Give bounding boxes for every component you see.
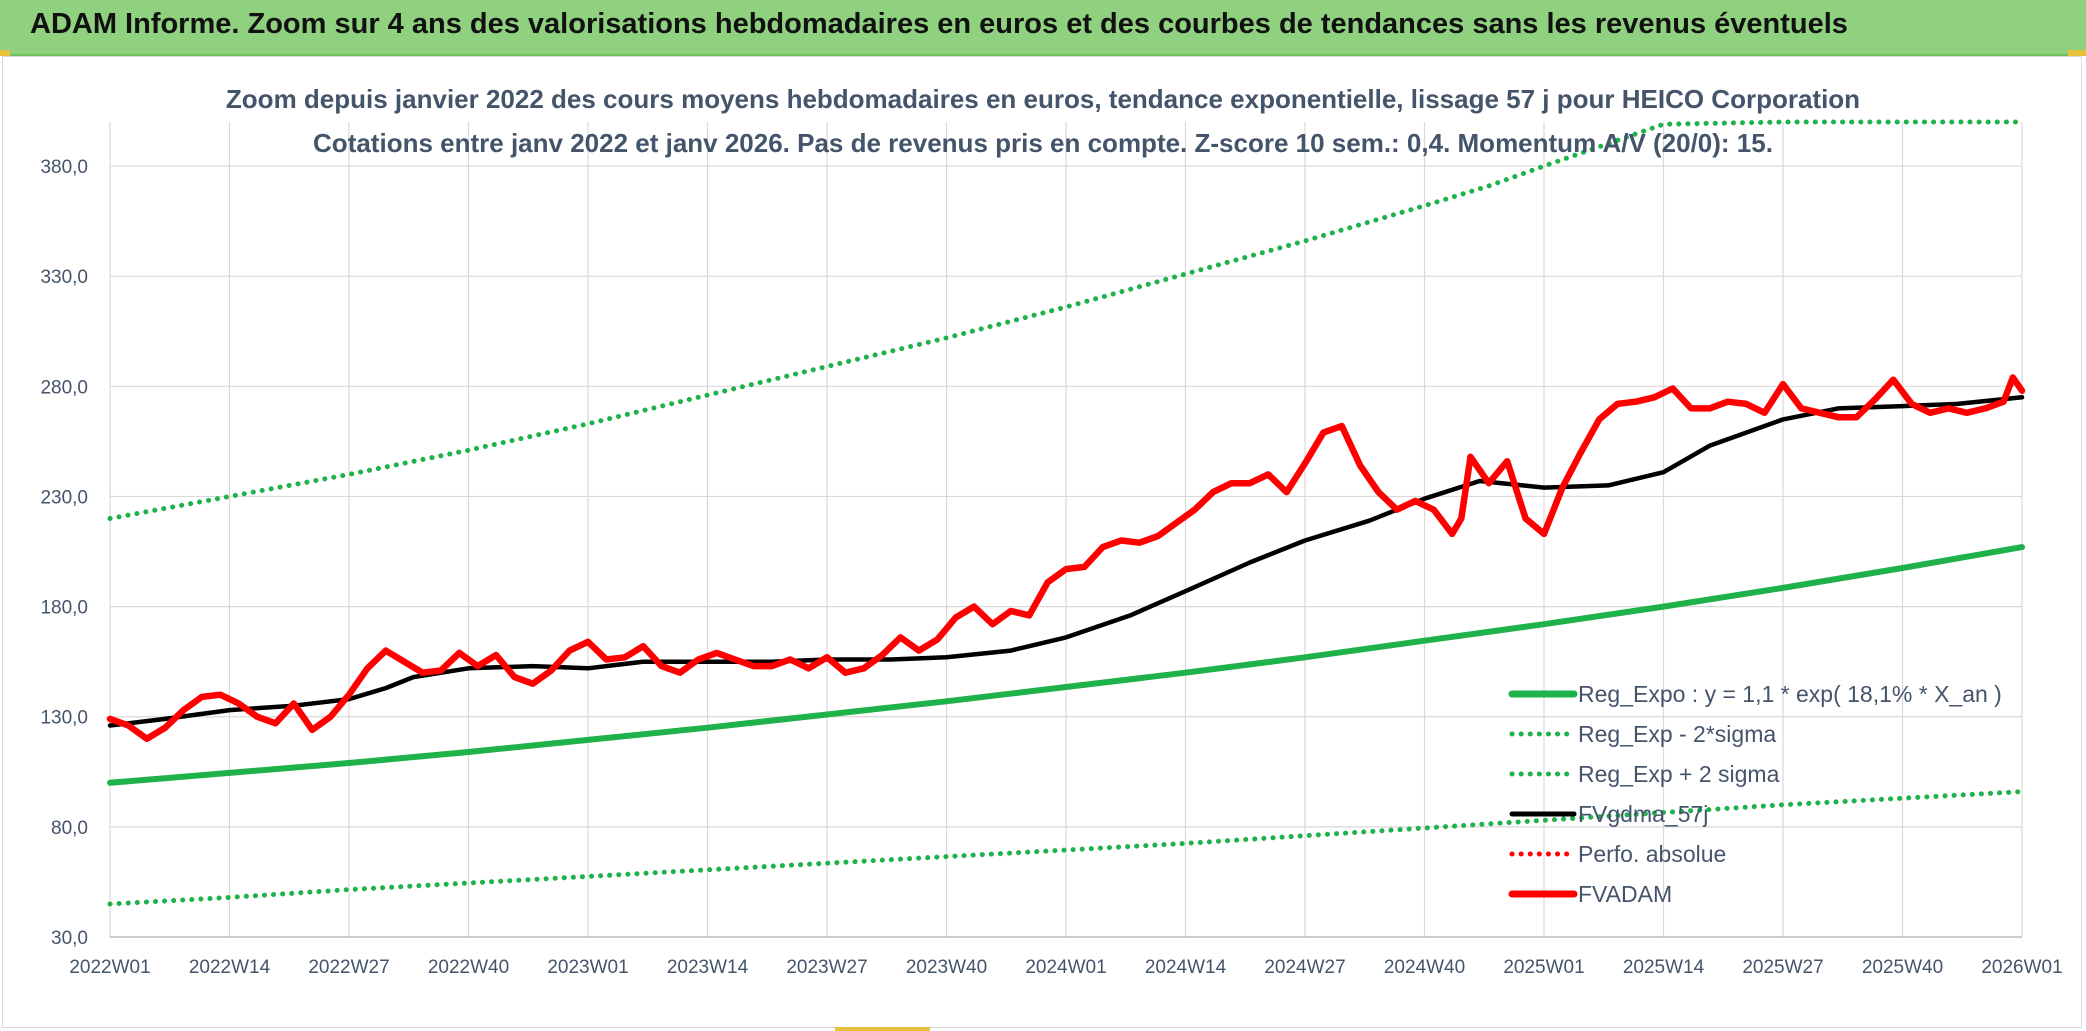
y-axis-ticks: 30,0 80,0 130,0 180,0 230,0 280,0 330,0 380,0 [40,157,88,949]
series-fvadam [106,374,2026,743]
chart-title-line2: Cotations entre janv 2022 et janv 2026. … [313,128,1773,158]
x-tick-label: 2026W01 [1981,957,2062,978]
x-tick-label: 2025W14 [1623,957,1705,978]
report-title: ADAM Informe. Zoom sur 4 ans des valoris… [30,8,1848,40]
x-tick-label: 2023W01 [547,957,628,978]
corner-mark-right [2068,50,2086,56]
legend-label-fvadam: FVADAM [1578,881,1672,907]
bottom-accent-bar [835,1027,930,1031]
series-reg-exp-minus-2sigma [107,789,2025,907]
y-tick-label: 380,0 [40,157,88,178]
x-tick-label: 2024W01 [1025,957,1106,978]
y-tick-label: 230,0 [40,487,88,508]
y-tick-label: 130,0 [40,708,88,729]
x-axis-ticks: 2022W01 2022W14 2022W27 2022W40 2023W01 2023W… [69,957,2062,978]
y-tick-label: 280,0 [40,377,88,398]
legend: Reg_Expo : y = 1,1 * exp( 18,1% * X_an )… [1508,681,2002,907]
y-tick-label: 330,0 [40,267,88,288]
x-tick-label: 2023W40 [906,957,987,978]
x-tick-label: 2024W27 [1264,957,1345,978]
x-tick-label: 2024W40 [1384,957,1465,978]
chart-frame [2,56,2082,1028]
y-tick-label: 30,0 [51,928,88,949]
x-tick-label: 2023W14 [667,957,749,978]
grid-layer [109,122,2023,938]
x-tick-label: 2023W27 [786,957,867,978]
x-tick-label: 2025W01 [1503,957,1584,978]
corner-mark-left [0,50,10,56]
legend-label-reg_plus: Reg_Exp + 2 sigma [1578,761,1780,787]
x-tick-label: 2022W14 [189,957,271,978]
y-tick-label: 80,0 [51,818,88,839]
legend-label-fvgdma: FVgdma_57j [1578,801,1708,827]
legend-label-reg_expo: Reg_Expo : y = 1,1 * exp( 18,1% * X_an ) [1578,681,2002,707]
legend-label-reg_minus: Reg_Exp - 2*sigma [1578,721,1776,747]
report-header: ADAM Informe. Zoom sur 4 ans des valoris… [0,0,2086,56]
series-reg-exp-plus-2sigma [107,119,2025,521]
series-layer [106,119,2026,907]
x-tick-label: 2022W01 [69,957,150,978]
x-tick-label: 2024W14 [1145,957,1227,978]
x-tick-label: 2025W40 [1862,957,1943,978]
chart-title-line1: Zoom depuis janvier 2022 des cours moyen… [226,84,1860,114]
x-tick-label: 2022W40 [428,957,509,978]
x-tick-label: 2025W27 [1742,957,1823,978]
series-reg-expo [107,544,2025,786]
x-tick-label: 2022W27 [308,957,389,978]
legend-label-perfo: Perfo. absolue [1578,841,1726,867]
y-tick-label: 180,0 [40,598,88,619]
series-fvgdma-57j [107,395,2025,728]
